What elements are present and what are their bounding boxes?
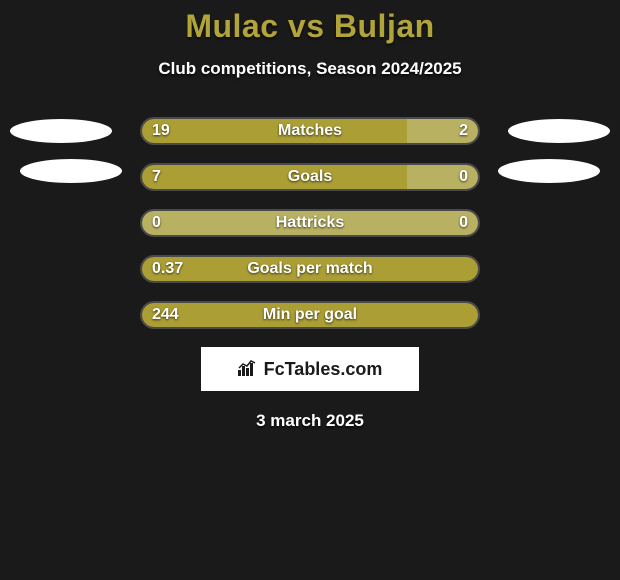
logo-icon (238, 358, 260, 381)
stat-row: 244Min per goal (0, 301, 620, 329)
stat-bar: 00Hattricks (140, 209, 480, 237)
logo-text: FcTables.com (264, 359, 383, 380)
stat-row: 70Goals (0, 163, 620, 191)
stat-row: 00Hattricks (0, 209, 620, 237)
stat-bar: 244Min per goal (140, 301, 480, 329)
stat-label: Hattricks (142, 211, 478, 235)
stat-bar: 192Matches (140, 117, 480, 145)
stat-row: 0.37Goals per match (0, 255, 620, 283)
stat-label: Goals per match (142, 257, 478, 281)
stat-bar: 70Goals (140, 163, 480, 191)
logo: FcTables.com (238, 358, 383, 381)
stat-label: Matches (142, 119, 478, 143)
player-right-marker (498, 159, 600, 183)
stat-label: Min per goal (142, 303, 478, 327)
date-text: 3 march 2025 (0, 411, 620, 431)
stat-bar: 0.37Goals per match (140, 255, 480, 283)
subtitle: Club competitions, Season 2024/2025 (0, 59, 620, 79)
stat-label: Goals (142, 165, 478, 189)
player-left-marker (10, 119, 112, 143)
page-title: Mulac vs Buljan (0, 8, 620, 45)
stat-row: 192Matches (0, 117, 620, 145)
logo-box: FcTables.com (201, 347, 419, 391)
player-right-marker (508, 119, 610, 143)
player-left-marker (20, 159, 122, 183)
stats-region: 192Matches 70Goals 00Hattricks 0.37Goals pe… (0, 117, 620, 329)
